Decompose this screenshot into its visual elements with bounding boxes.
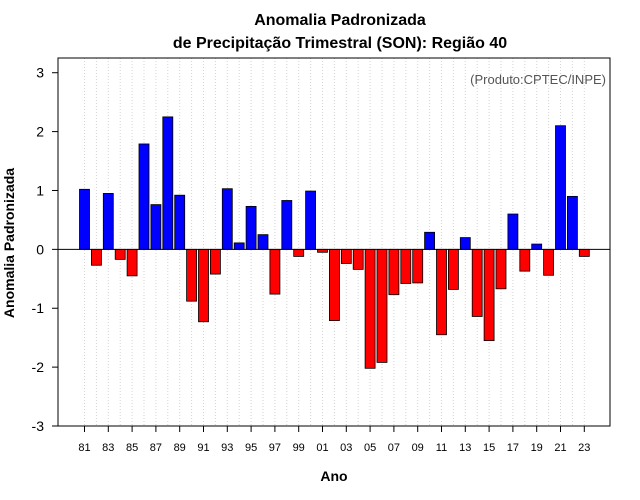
bar-84: [114, 248, 126, 260]
x-tick-label: 01: [316, 442, 328, 454]
x-tick-label: 89: [174, 442, 186, 454]
y-tick-label: -3: [32, 418, 45, 434]
y-axis-title: Anomalia Padronizada: [1, 168, 17, 318]
bar-82: [91, 248, 102, 266]
bar-09: [412, 248, 424, 284]
x-tick-label: 81: [78, 442, 90, 454]
bar-13: [459, 237, 471, 250]
bar-14: [471, 248, 483, 317]
bar-15: [483, 248, 495, 342]
x-axis: 81 83 85 87 89 91 93 95 97 99 01 03 05 07 09 11 13 15 17 19…: [78, 426, 590, 454]
bar-94: [233, 242, 245, 250]
y-tick-label: 1: [36, 182, 44, 198]
x-tick-label: 83: [102, 442, 114, 454]
x-axis-title: Ano: [320, 468, 347, 484]
bar-93: [221, 188, 233, 250]
bar-20: [543, 248, 554, 276]
y-tick-label: -2: [32, 359, 45, 375]
x-tick-label: 99: [293, 442, 305, 454]
bar-11: [436, 248, 447, 336]
bar-95: [245, 205, 257, 250]
bar-21: [555, 125, 566, 250]
x-tick-label: 09: [412, 442, 424, 454]
bar-04: [352, 248, 364, 270]
x-tick-label: 23: [578, 442, 590, 454]
bar-17: [507, 213, 519, 250]
bar-06: [376, 248, 388, 363]
y-axis: -3 -2 -1 0 1 2 3: [32, 65, 58, 434]
x-tick-label: 91: [197, 442, 209, 454]
x-tick-label: 17: [507, 442, 519, 454]
bar-23: [578, 248, 590, 257]
y-tick-label: 0: [36, 241, 44, 257]
plot-frame: [57, 57, 611, 427]
x-tick-label: 97: [269, 442, 281, 454]
bar-81: [79, 188, 90, 250]
y-tick-label: 3: [36, 65, 44, 81]
x-tick-label: 03: [340, 442, 352, 454]
bar-91: [198, 248, 209, 323]
credit-text: (Produto:CPTEC/INPE): [470, 72, 606, 87]
bar-92: [209, 248, 221, 275]
bar-03: [340, 248, 352, 264]
x-tick-label: 85: [126, 442, 138, 454]
bar-08: [400, 248, 412, 284]
bar-02: [328, 248, 340, 321]
bar-83: [102, 193, 114, 250]
bar-16: [495, 248, 507, 290]
x-tick-label: 93: [221, 442, 233, 454]
bar-86: [138, 143, 150, 250]
gridlines: [84, 58, 585, 426]
chart-title-line1: Anomalia Padronizada: [254, 12, 426, 29]
bar-12: [447, 248, 459, 290]
bar-99: [293, 248, 305, 257]
bar-07: [388, 248, 400, 296]
bar-89: [174, 194, 186, 250]
bar-05: [364, 248, 376, 369]
y-tick-label: -1: [32, 300, 45, 316]
x-tick-label: 21: [554, 442, 566, 454]
x-tick-label: 11: [436, 442, 447, 454]
bar-22: [567, 195, 578, 250]
bar-96: [257, 234, 269, 250]
bar-00: [305, 190, 317, 250]
bar-18: [519, 248, 531, 272]
bar-90: [186, 248, 198, 302]
bar-98: [281, 200, 293, 250]
x-tick-label: 87: [150, 442, 162, 454]
x-tick-label: 19: [531, 442, 543, 454]
bar-10: [424, 231, 436, 250]
bar-87: [150, 204, 162, 250]
bar-19: [531, 243, 543, 250]
x-tick-label: 07: [388, 442, 400, 454]
y-tick-label: 2: [36, 124, 44, 140]
x-tick-label: 95: [245, 442, 257, 454]
bar-88: [162, 116, 174, 250]
bar-97: [269, 248, 281, 295]
chart-title-line2: de Precipitação Trimestral (SON): Região…: [173, 35, 507, 52]
x-tick-label: 13: [459, 442, 471, 454]
x-tick-label: 15: [483, 442, 495, 454]
bars: [79, 116, 590, 369]
bar-85: [126, 248, 138, 277]
x-tick-label: 05: [364, 442, 376, 454]
